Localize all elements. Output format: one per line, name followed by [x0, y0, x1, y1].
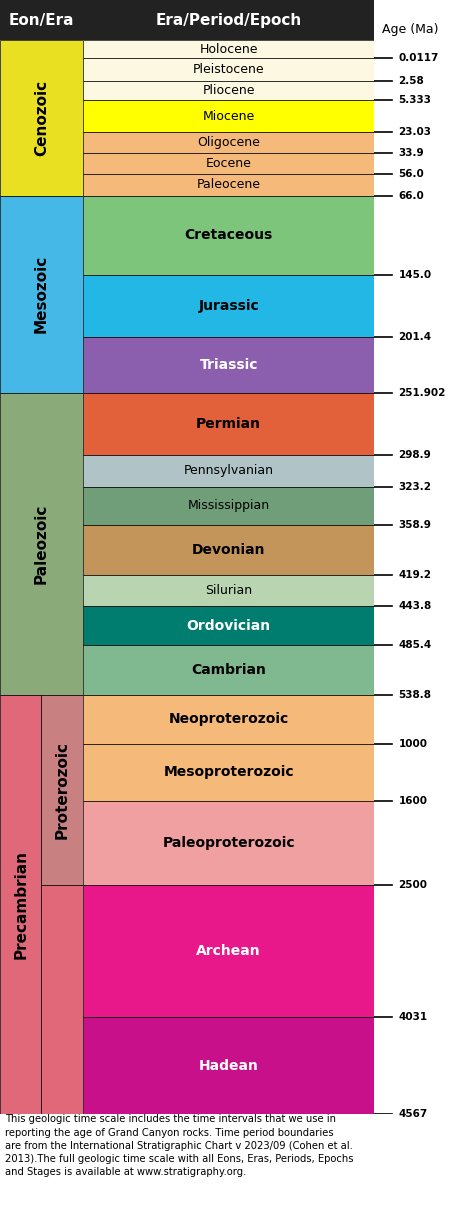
Text: Holocene: Holocene [200, 43, 258, 56]
Text: 2500: 2500 [398, 880, 428, 890]
Text: Oligocene: Oligocene [197, 136, 260, 149]
Text: 4031: 4031 [398, 1013, 428, 1023]
Text: 538.8: 538.8 [398, 689, 431, 700]
Bar [83, 694, 374, 744]
Text: Archean: Archean [196, 945, 261, 958]
Bar [83, 100, 374, 132]
Bar [83, 336, 374, 393]
Bar [83, 393, 374, 455]
Bar [83, 57, 374, 81]
Bar [0, 393, 83, 694]
Text: Pleistocene: Pleistocene [193, 62, 264, 76]
Bar [0, 694, 41, 1114]
Text: 419.2: 419.2 [398, 569, 431, 579]
Bar [83, 885, 374, 1018]
Text: 201.4: 201.4 [398, 331, 431, 342]
Text: Mesoproterozoic: Mesoproterozoic [164, 765, 294, 780]
Text: 485.4: 485.4 [398, 640, 432, 650]
Bar [0, 196, 83, 393]
Text: 23.03: 23.03 [398, 127, 431, 137]
Text: Paleoproterozoic: Paleoproterozoic [163, 836, 295, 849]
Text: 1600: 1600 [398, 796, 428, 805]
Bar [41, 885, 83, 1114]
Bar [83, 455, 374, 486]
Text: 66.0: 66.0 [398, 191, 424, 200]
Text: Era/Period/Epoch: Era/Period/Epoch [155, 12, 302, 28]
Bar [83, 153, 374, 175]
Bar [83, 744, 374, 800]
Text: 298.9: 298.9 [398, 450, 431, 459]
Bar [83, 175, 374, 196]
Bar [83, 40, 374, 57]
Text: Pliocene: Pliocene [202, 84, 255, 97]
Bar [41, 694, 83, 885]
Text: Jurassic: Jurassic [198, 298, 259, 313]
Text: Eon/Era: Eon/Era [9, 12, 74, 28]
Text: 5.333: 5.333 [398, 95, 431, 105]
Text: Pennsylvanian: Pennsylvanian [184, 464, 273, 477]
Text: This geologic time scale includes the time intervals that we use in
reporting th: This geologic time scale includes the ti… [5, 1114, 353, 1177]
Text: Ordovician: Ordovician [187, 618, 271, 633]
Bar [83, 196, 374, 275]
Text: 1000: 1000 [398, 739, 428, 749]
Text: Permian: Permian [196, 417, 261, 431]
Bar [83, 606, 374, 645]
Text: Devonian: Devonian [192, 543, 265, 557]
Text: 323.2: 323.2 [398, 481, 431, 491]
Bar [83, 1018, 374, 1114]
Bar [83, 800, 374, 885]
Bar [83, 574, 374, 606]
Text: 33.9: 33.9 [398, 148, 424, 158]
Text: Cretaceous: Cretaceous [184, 229, 273, 242]
Text: 358.9: 358.9 [398, 521, 431, 530]
Text: 251.902: 251.902 [398, 389, 446, 398]
Text: Triassic: Triassic [200, 358, 258, 371]
Text: 2.58: 2.58 [398, 76, 424, 86]
Text: Miocene: Miocene [202, 110, 255, 122]
Text: Cambrian: Cambrian [191, 664, 266, 677]
Text: 145.0: 145.0 [398, 270, 431, 280]
Bar [83, 132, 374, 153]
Text: Cenozoic: Cenozoic [34, 79, 49, 156]
Text: Neoproterozoic: Neoproterozoic [169, 712, 289, 726]
Text: 443.8: 443.8 [398, 601, 432, 611]
Text: Mesozoic: Mesozoic [34, 255, 49, 334]
Text: Age (Ma): Age (Ma) [383, 22, 439, 35]
Bar [83, 645, 374, 694]
Text: 0.0117: 0.0117 [398, 53, 439, 64]
Text: Proterozoic: Proterozoic [55, 741, 70, 840]
Text: Paleocene: Paleocene [197, 178, 261, 192]
Text: 4567: 4567 [398, 1110, 428, 1119]
Text: Eocene: Eocene [206, 158, 252, 170]
Bar [83, 275, 374, 336]
Text: Silurian: Silurian [205, 584, 252, 598]
Bar [0, 40, 83, 196]
Bar [83, 525, 374, 574]
Bar [83, 486, 374, 525]
Text: Precambrian: Precambrian [13, 851, 28, 959]
Text: 56.0: 56.0 [398, 170, 424, 180]
Text: Hadean: Hadean [199, 1059, 259, 1073]
Bar [83, 81, 374, 100]
Text: Mississippian: Mississippian [188, 500, 270, 512]
Text: Paleozoic: Paleozoic [34, 503, 49, 584]
